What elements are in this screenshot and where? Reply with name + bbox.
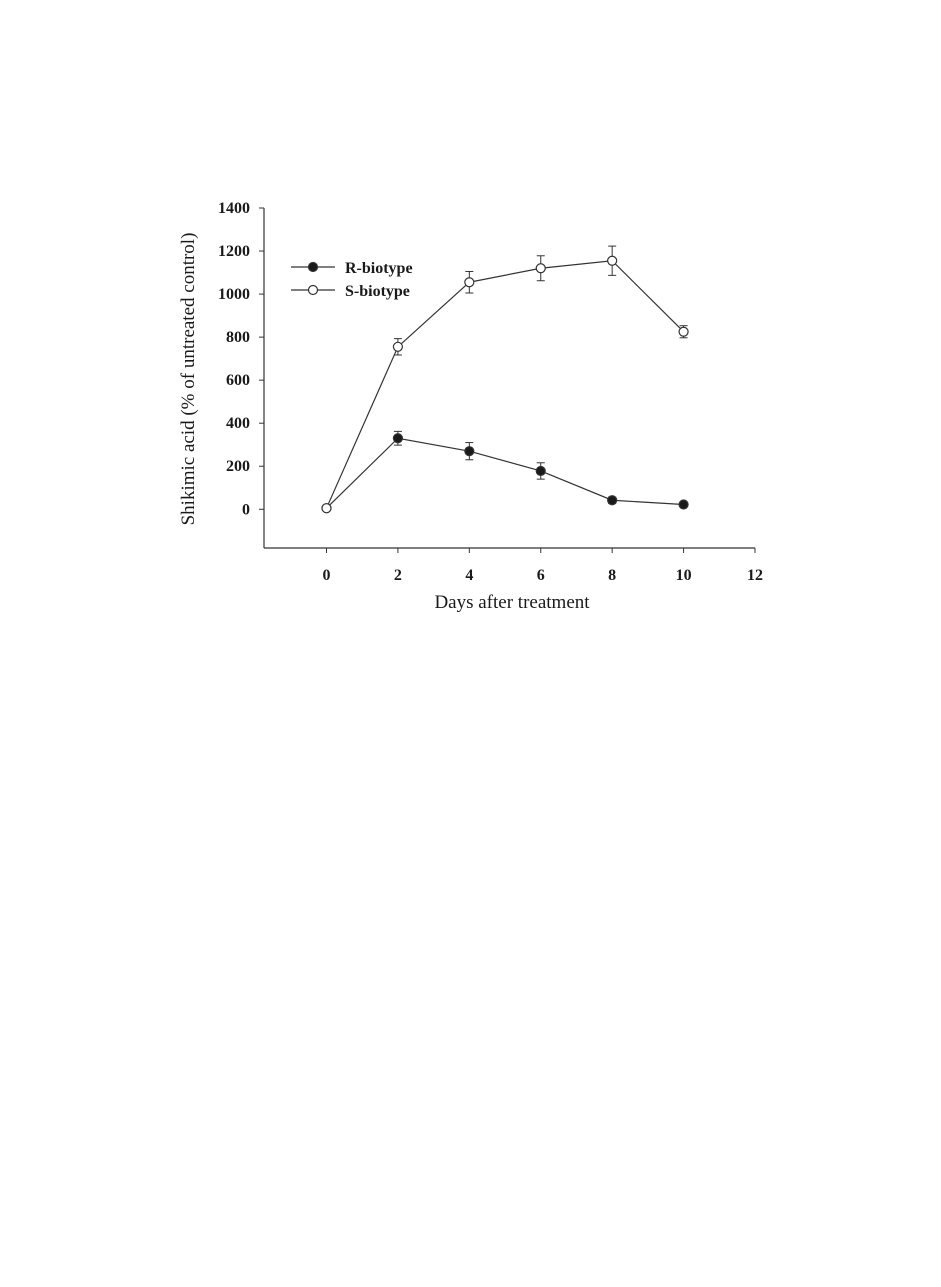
x-tick-label: 0 bbox=[322, 567, 330, 584]
data-point bbox=[607, 495, 618, 506]
series-line bbox=[326, 437, 684, 509]
y-tick-label: 600 bbox=[226, 372, 250, 389]
series-s-biotype bbox=[321, 245, 689, 514]
data-point bbox=[607, 255, 618, 266]
y-tick-label: 800 bbox=[226, 329, 250, 346]
y-axis-ticks: 0 200 400 600 800 1000 1200 1400 bbox=[218, 200, 264, 518]
y-tick-label: 1200 bbox=[218, 243, 250, 260]
legend-item-r-biotype: R-biotype bbox=[291, 260, 413, 277]
legend-marker bbox=[307, 261, 319, 273]
legend-marker bbox=[307, 284, 319, 296]
x-tick-label: 8 bbox=[608, 567, 616, 584]
y-tick-label: 200 bbox=[226, 458, 250, 475]
legend-label: S-biotype bbox=[345, 283, 410, 300]
data-point bbox=[392, 433, 404, 444]
series-line bbox=[325, 260, 685, 509]
series-layer bbox=[321, 245, 689, 514]
y-tick-label: 400 bbox=[226, 415, 250, 432]
x-tick-label: 12 bbox=[747, 567, 763, 584]
x-tick-label: 4 bbox=[465, 567, 473, 584]
data-point bbox=[535, 465, 546, 477]
y-tick-label: 0 bbox=[242, 501, 250, 518]
data-point bbox=[321, 503, 332, 514]
y-tick-label: 1000 bbox=[218, 286, 250, 303]
x-tick-label: 2 bbox=[394, 567, 402, 584]
legend-label: R-biotype bbox=[345, 260, 413, 277]
data-point bbox=[464, 446, 475, 457]
series-r-biotype bbox=[321, 430, 689, 514]
x-tick-label: 6 bbox=[537, 567, 545, 584]
legend: R-biotype S-biotype bbox=[291, 260, 413, 300]
chart-axes bbox=[263, 208, 755, 549]
data-point bbox=[392, 341, 404, 352]
legend-item-s-biotype: S-biotype bbox=[291, 283, 410, 300]
y-tick-label: 1400 bbox=[218, 200, 250, 217]
data-point bbox=[535, 263, 546, 274]
data-point bbox=[678, 499, 689, 510]
x-axis-title: Days after treatment bbox=[434, 592, 590, 613]
data-point bbox=[464, 277, 475, 288]
x-tick-label: 10 bbox=[676, 567, 692, 584]
data-point bbox=[678, 326, 689, 337]
y-axis-title: Shikimic acid (% of untreated control) bbox=[178, 233, 199, 526]
x-axis-ticks: 0 2 4 6 8 10 12 bbox=[322, 548, 763, 584]
